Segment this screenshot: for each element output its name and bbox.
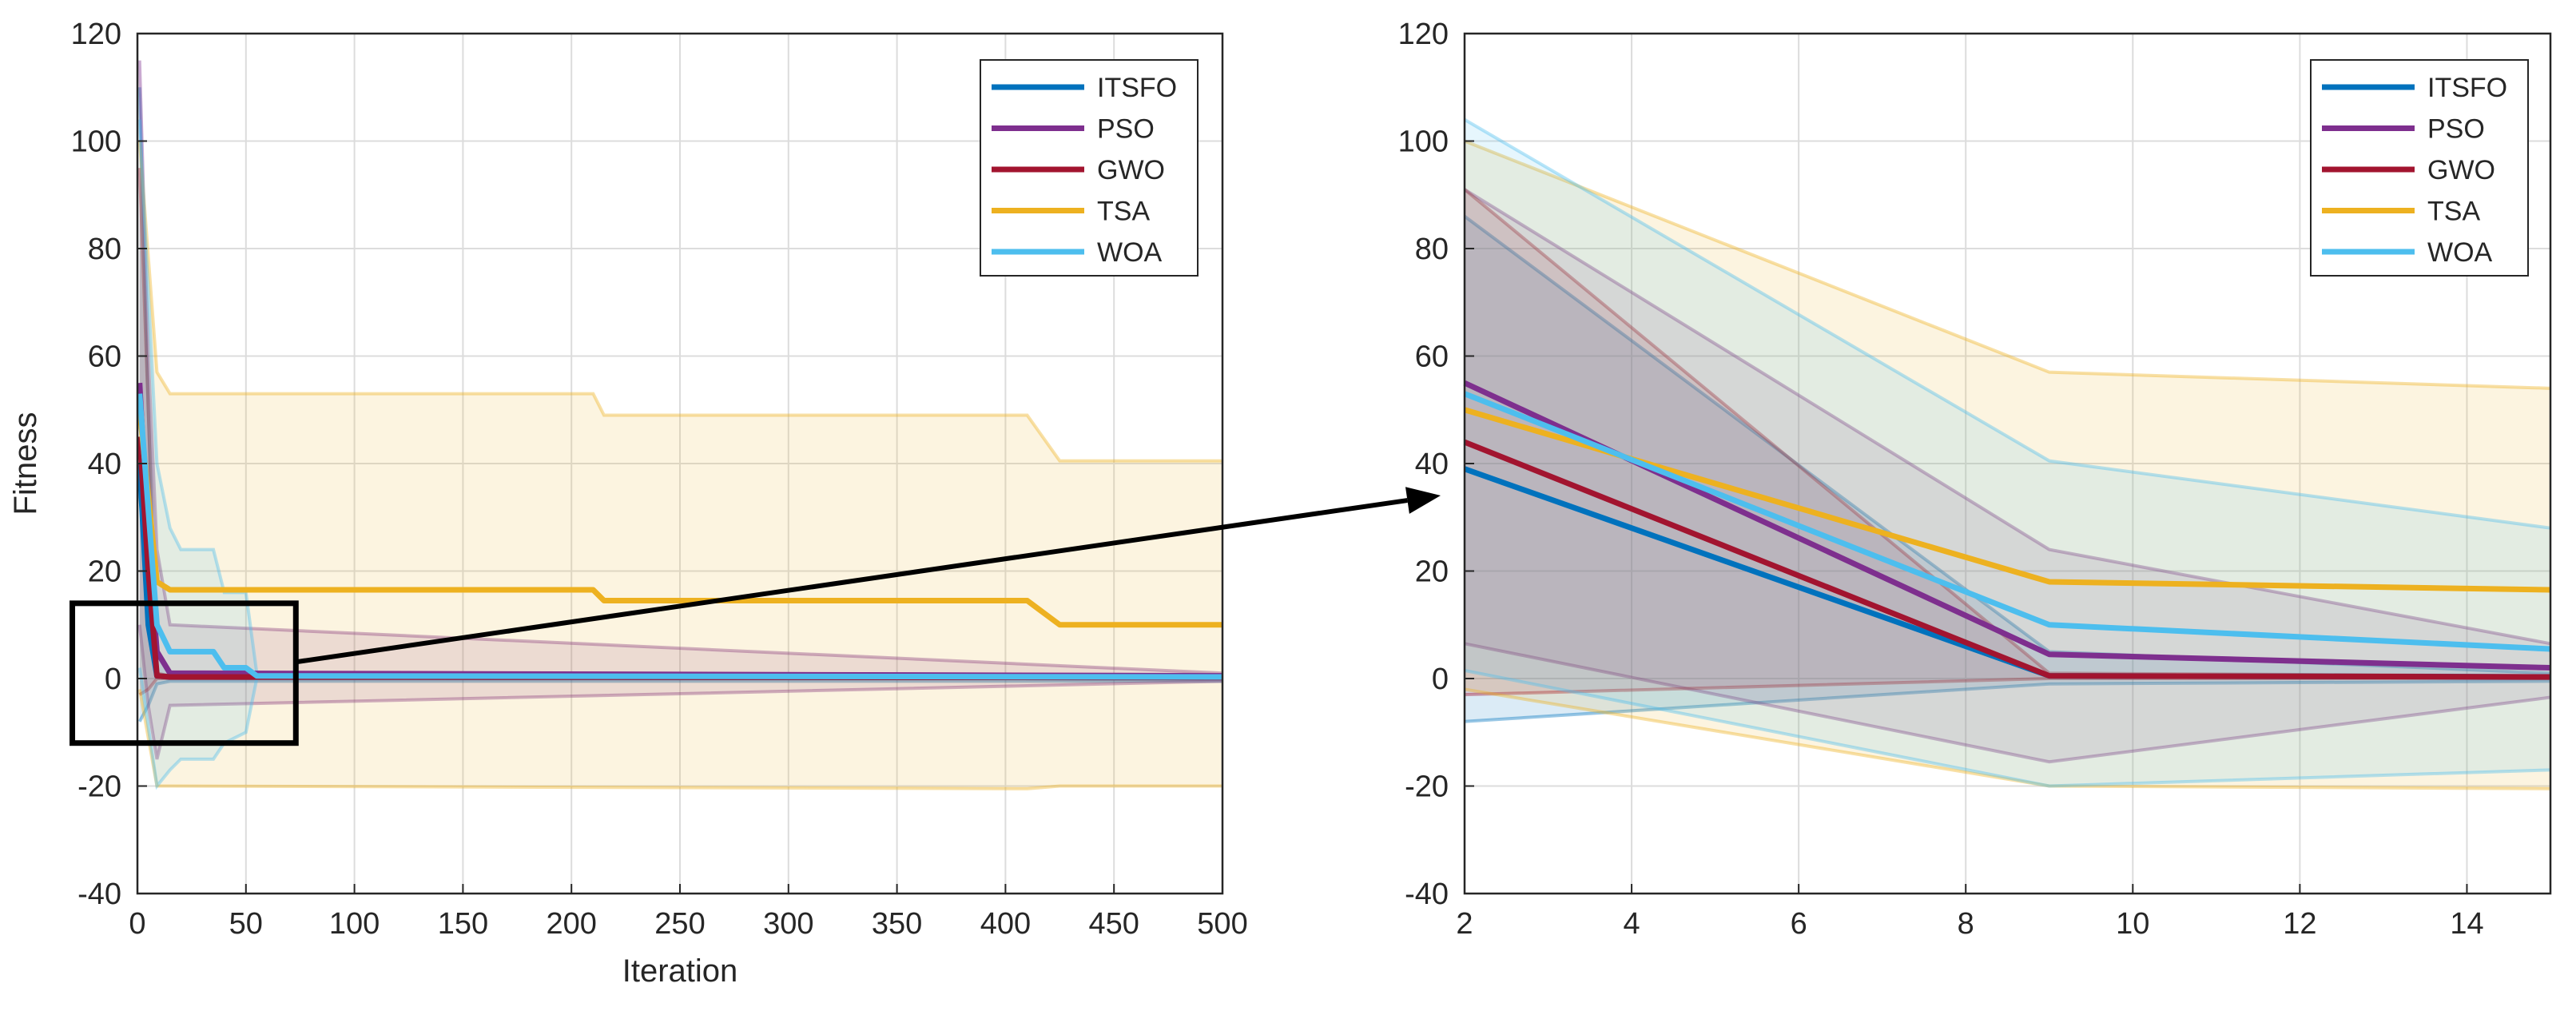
legend: ITSFO PSO GWO TSA WOA bbox=[2310, 59, 2529, 277]
y-tick-label: 60 bbox=[1415, 340, 1449, 374]
x-tick-label: 100 bbox=[329, 907, 380, 941]
band-upper-pso bbox=[137, 60, 1223, 675]
y-tick-label: -20 bbox=[78, 770, 121, 804]
x-tick-label: 4 bbox=[1624, 907, 1640, 941]
legend-label-woa: WOA bbox=[2427, 237, 2493, 268]
series-line-woa bbox=[1463, 391, 2551, 652]
band-pso bbox=[139, 60, 1222, 759]
band-lower-woa bbox=[137, 667, 1222, 790]
band-lower-tsa bbox=[1464, 687, 2551, 790]
series-line-tsa bbox=[1464, 407, 2551, 593]
x-tick-label: 250 bbox=[654, 907, 705, 941]
x-tick-label: 450 bbox=[1088, 907, 1139, 941]
legend-label-gwo: GWO bbox=[1097, 155, 1165, 185]
band-group bbox=[1463, 117, 2551, 790]
legend-label-tsa: TSA bbox=[2427, 197, 2480, 227]
legend-label-pso: PSO bbox=[2427, 114, 2485, 145]
y-tick-label: 40 bbox=[88, 448, 121, 481]
x-tick-label: 12 bbox=[2283, 907, 2316, 941]
legend-label-gwo: GWO bbox=[2427, 155, 2495, 185]
ticks: 0 50 100 150 200 250 300 350 400 450 500 -40 -20 0 20 4… bbox=[71, 18, 1248, 941]
x-tick-label: 0 bbox=[129, 907, 145, 941]
y-tick-label: -20 bbox=[1405, 770, 1449, 804]
zoom-annotation bbox=[70, 487, 1441, 746]
y-tick-label: 120 bbox=[1398, 18, 1449, 51]
y-tick-label: 80 bbox=[88, 233, 121, 266]
y-tick-label: -40 bbox=[1405, 878, 1449, 911]
x-tick-label: 350 bbox=[872, 907, 922, 941]
y-tick-label: 100 bbox=[71, 125, 121, 159]
x-tick-label: 200 bbox=[546, 907, 596, 941]
zoom-rectangle bbox=[70, 600, 299, 746]
x-tick-label: 6 bbox=[1791, 907, 1807, 941]
legend: ITSFO PSO GWO TSA WOA bbox=[980, 59, 1199, 277]
y-tick-label: 20 bbox=[1415, 555, 1449, 589]
band-lower-itsfo bbox=[1464, 679, 2551, 723]
ticks: 2 4 6 8 10 12 14 -40 -20 0 20 40 60 80 100 120 bbox=[1398, 18, 2484, 941]
band-upper-woa bbox=[1463, 117, 2551, 530]
band-tsa bbox=[139, 141, 1222, 789]
band-upper-woa bbox=[137, 119, 1223, 678]
band-lower-woa bbox=[1464, 668, 2551, 788]
x-tick-label: 14 bbox=[2450, 907, 2483, 941]
x-tick-label: 8 bbox=[1958, 907, 1974, 941]
series-line-tsa bbox=[137, 409, 1222, 628]
x-tick-label: 10 bbox=[2116, 907, 2149, 941]
x-axis-title: Iteration bbox=[622, 953, 738, 989]
legend-label-tsa: TSA bbox=[1097, 197, 1150, 227]
band-woa bbox=[139, 119, 1222, 786]
band-upper-tsa bbox=[1464, 139, 2551, 390]
y-tick-label: -40 bbox=[78, 878, 121, 911]
band-upper-pso bbox=[1463, 188, 2551, 646]
y-tick-label: 20 bbox=[88, 555, 121, 589]
y-tick-label: 100 bbox=[1398, 125, 1449, 159]
band-upper-tsa bbox=[137, 141, 1222, 463]
legend-label-itsfo: ITSFO bbox=[1097, 73, 1177, 103]
series-line-woa bbox=[137, 393, 1223, 680]
band-lower-itsfo bbox=[137, 679, 1222, 722]
y-axis-title: Fitness bbox=[8, 412, 43, 515]
band-tsa bbox=[1465, 141, 2550, 789]
band-woa bbox=[1465, 119, 2550, 786]
x-tick-label: 300 bbox=[763, 907, 813, 941]
series-line-gwo bbox=[1463, 439, 2551, 680]
band-lower-tsa bbox=[137, 689, 1222, 790]
x-tick-label: 150 bbox=[438, 907, 488, 941]
series-lines bbox=[1463, 380, 2551, 680]
y-tick-label: 80 bbox=[1415, 233, 1449, 266]
left-chart-panel: 0 50 100 150 200 250 300 350 400 450 500 -40 -20 0 20 4… bbox=[8, 18, 1248, 989]
zoom-arrow-head bbox=[1405, 487, 1441, 514]
legend-label-itsfo: ITSFO bbox=[2427, 73, 2507, 103]
x-tick-label: 50 bbox=[229, 907, 263, 941]
legend-label-pso: PSO bbox=[1097, 114, 1155, 145]
band-lower-pso bbox=[1464, 642, 2551, 764]
y-tick-label: 60 bbox=[88, 340, 121, 374]
x-tick-label: 500 bbox=[1197, 907, 1247, 941]
zoom-arrow-line bbox=[295, 498, 1408, 665]
band-gwo bbox=[1465, 189, 2550, 695]
x-tick-label: 2 bbox=[1456, 907, 1473, 941]
right-chart-panel: 2 4 6 8 10 12 14 -40 -20 0 20 40 60 80 100 120 ITSFO PSO G… bbox=[1398, 18, 2552, 941]
band-pso bbox=[1465, 189, 2550, 762]
y-tick-label: 0 bbox=[105, 663, 121, 696]
y-tick-label: 120 bbox=[71, 18, 121, 51]
y-tick-label: 0 bbox=[1432, 663, 1449, 696]
legend-label-woa: WOA bbox=[1097, 237, 1163, 268]
x-tick-label: 400 bbox=[980, 907, 1031, 941]
band-itsfo bbox=[1465, 216, 2550, 722]
y-tick-label: 40 bbox=[1415, 448, 1449, 481]
